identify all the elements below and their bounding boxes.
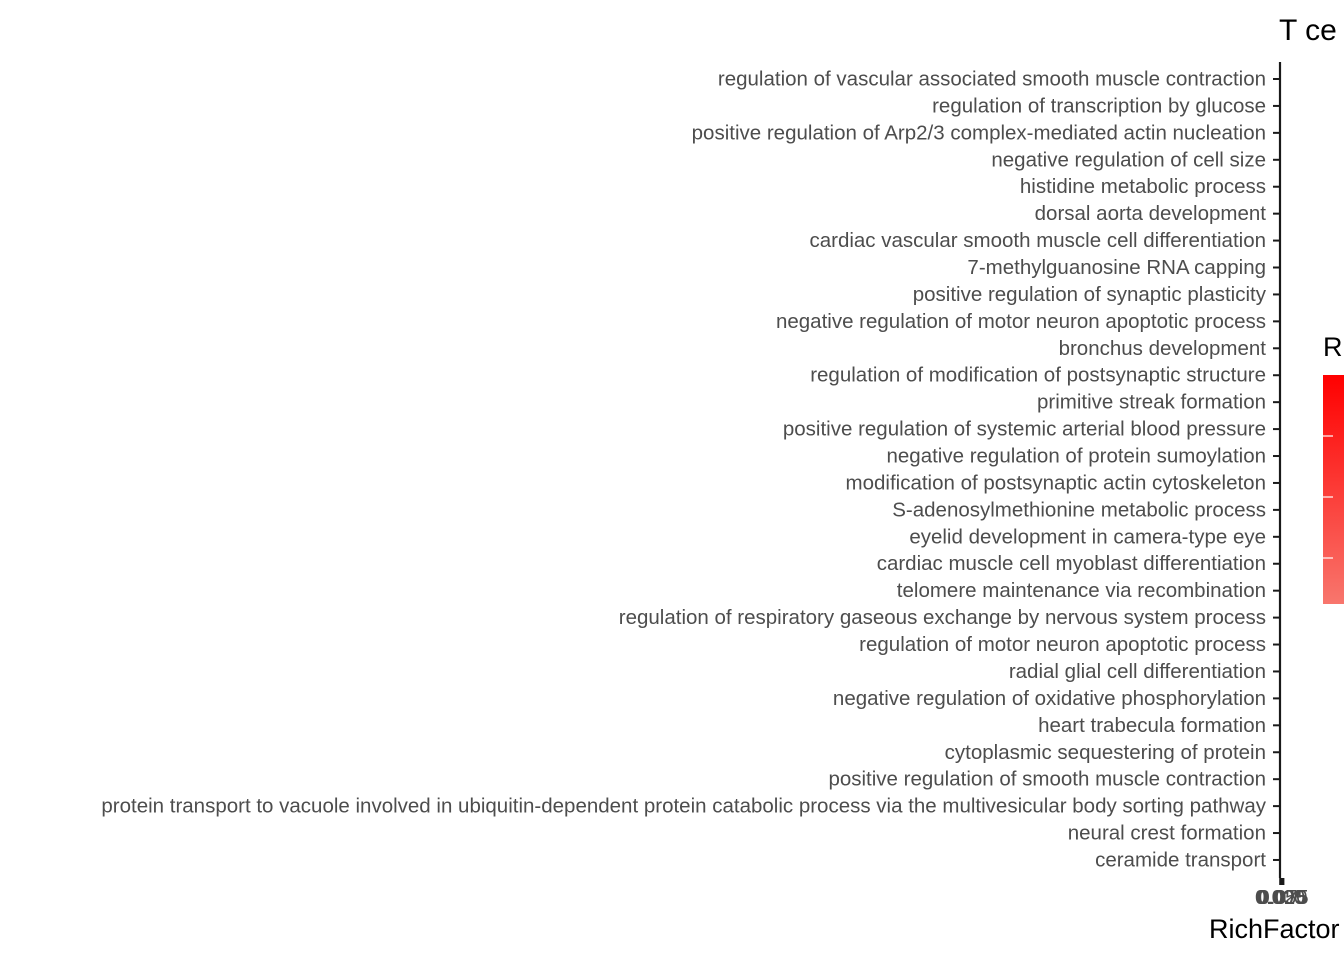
y-tick-label: cardiac vascular smooth muscle cell diff… — [809, 229, 1266, 252]
y-tick-label: cytoplasmic sequestering of protein — [945, 741, 1266, 764]
y-axis-ticks — [1273, 78, 1280, 861]
y-tick-label: regulation of vascular associated smooth… — [718, 68, 1266, 91]
x-tick-label: 0.050 — [1257, 887, 1307, 909]
y-tick-label: dorsal aorta development — [1035, 202, 1267, 225]
x-axis-ticks — [1279, 878, 1285, 885]
y-tick-label: eyelid development in camera-type eye — [909, 525, 1266, 548]
y-tick-label: primitive streak formation — [1037, 391, 1266, 414]
legend-title: R — [1323, 332, 1343, 362]
y-tick-label: regulation of motor neuron apoptotic pro… — [859, 633, 1266, 656]
y-tick-label: histidine metabolic process — [1020, 175, 1266, 198]
y-tick-label: positive regulation of systemic arterial… — [783, 418, 1266, 441]
y-tick-label: radial glial cell differentiation — [1009, 660, 1266, 683]
y-tick-label: regulation of transcription by glucose — [932, 94, 1266, 117]
y-tick-label: bronchus development — [1059, 337, 1267, 360]
x-tick-label: 0.000 — [1255, 887, 1305, 909]
y-tick-label: modification of postsynaptic actin cytos… — [846, 471, 1266, 494]
y-tick-label: telomere maintenance via recombination — [897, 579, 1266, 602]
x-axis-title: RichFactor — [1209, 914, 1340, 944]
y-tick-label: negative regulation of motor neuron apop… — [776, 310, 1266, 333]
legend-ticks — [1323, 435, 1333, 559]
y-tick-label: positive regulation of smooth muscle con… — [828, 768, 1266, 791]
y-axis-labels: regulation of vascular associated smooth… — [101, 68, 1266, 872]
y-tick-label: negative regulation of protein sumoylati… — [887, 445, 1267, 468]
y-tick-label: S-adenosylmethionine metabolic process — [892, 498, 1266, 521]
y-tick-label: 7-methylguanosine RNA capping — [967, 256, 1266, 279]
y-tick-label: positive regulation of Arp2/3 complex-me… — [692, 121, 1266, 144]
x-tick-label: 0.075 — [1259, 887, 1309, 909]
y-tick-label: neural crest formation — [1068, 822, 1266, 845]
y-tick-label: cardiac muscle cell myoblast differentia… — [877, 552, 1266, 575]
y-tick-label: regulation of modification of postsynapt… — [810, 364, 1266, 387]
y-tick-label: ceramide transport — [1095, 848, 1266, 871]
y-tick-label: protein transport to vacuole involved in… — [101, 795, 1266, 818]
x-tick-label: 0.025 — [1256, 887, 1306, 909]
chart-title: T ce — [1279, 14, 1337, 47]
legend-colorbar — [1323, 375, 1344, 604]
y-tick-label: regulation of respiratory gaseous exchan… — [619, 606, 1266, 629]
y-tick-label: negative regulation of oxidative phospho… — [833, 687, 1266, 710]
y-tick-label: negative regulation of cell size — [991, 148, 1266, 171]
y-tick-label: positive regulation of synaptic plastici… — [913, 283, 1267, 306]
y-tick-label: heart trabecula formation — [1038, 714, 1266, 737]
